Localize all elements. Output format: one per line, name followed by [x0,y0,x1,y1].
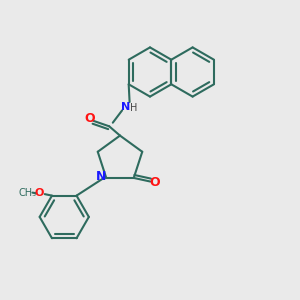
Text: O: O [35,188,44,198]
Text: H: H [130,103,138,113]
Text: CH₃: CH₃ [19,188,37,198]
Text: N: N [121,102,130,112]
Text: N: N [96,170,106,183]
Text: O: O [149,176,160,189]
Text: O: O [85,112,95,125]
